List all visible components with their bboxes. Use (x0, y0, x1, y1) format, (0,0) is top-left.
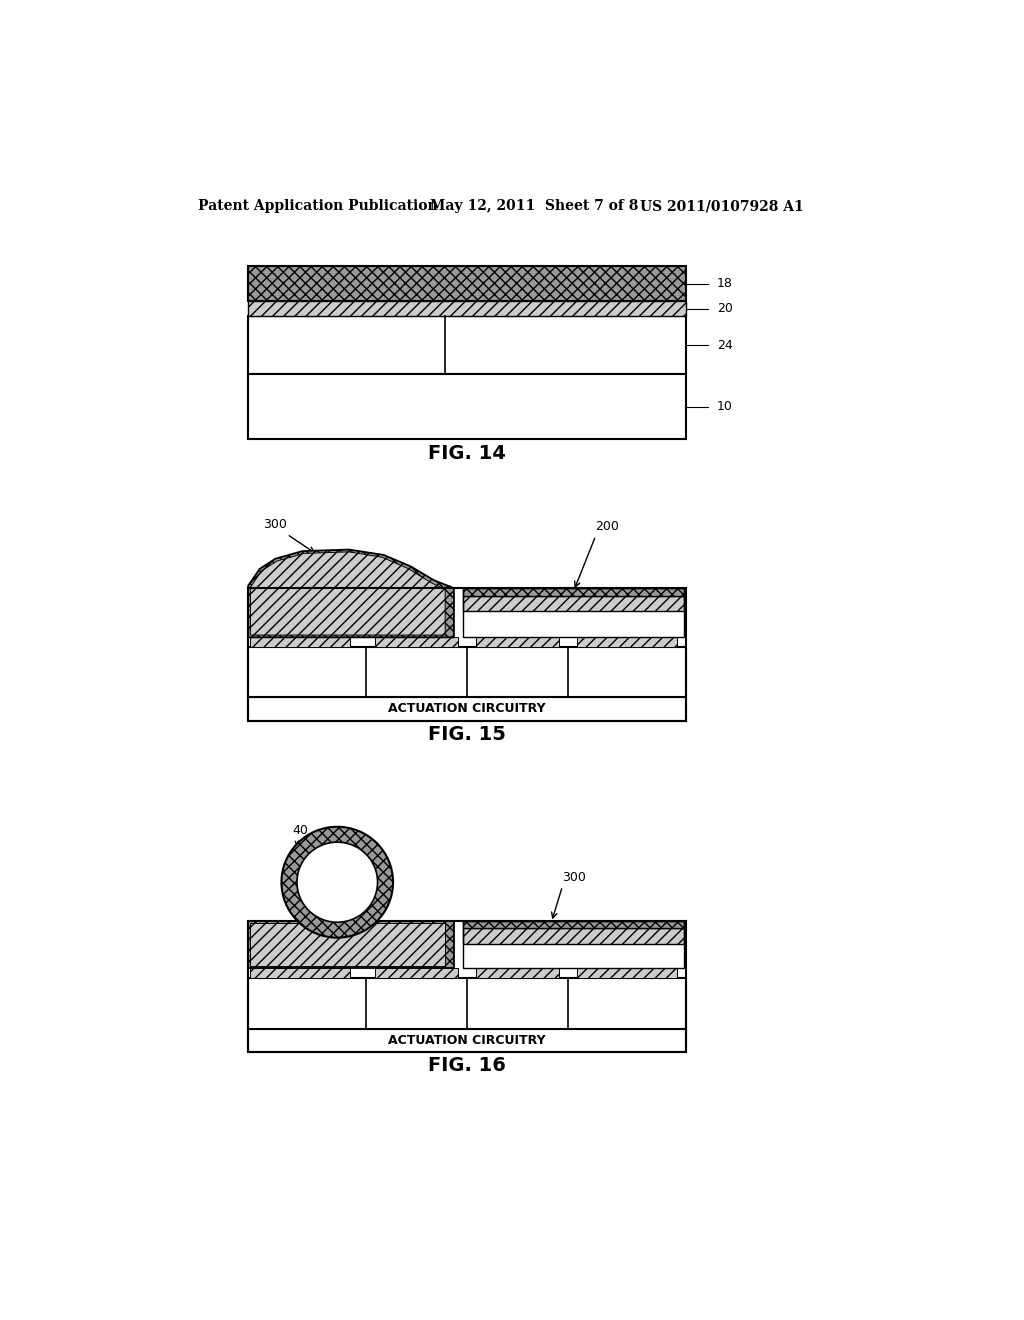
Circle shape (297, 842, 378, 923)
Bar (248, 921, 686, 1052)
Bar (250, 638, 350, 647)
Bar (463, 589, 684, 595)
Text: US 2011/0107928 A1: US 2011/0107928 A1 (640, 199, 803, 213)
Bar (463, 589, 684, 638)
Text: 10: 10 (717, 400, 733, 413)
Bar (375, 638, 459, 647)
Bar (463, 921, 684, 928)
Text: 24: 24 (717, 339, 733, 351)
Bar (463, 921, 684, 969)
Bar (248, 697, 686, 721)
Polygon shape (251, 923, 445, 966)
Bar (248, 374, 686, 440)
Text: FIG. 15: FIG. 15 (428, 725, 506, 743)
Text: 30: 30 (333, 886, 349, 899)
Bar (476, 638, 559, 647)
Polygon shape (248, 921, 454, 969)
Bar (463, 595, 684, 611)
Bar (375, 969, 459, 978)
Circle shape (282, 826, 393, 937)
Text: ACTUATION CIRCUITRY: ACTUATION CIRCUITRY (388, 1034, 546, 1047)
Text: 200: 200 (595, 520, 618, 533)
Bar (248, 589, 686, 721)
Text: 20: 20 (717, 302, 733, 315)
Polygon shape (251, 552, 445, 635)
Bar (248, 647, 686, 697)
Bar (248, 301, 686, 317)
Bar (577, 638, 677, 647)
Text: 40: 40 (292, 825, 308, 837)
Bar (250, 969, 350, 978)
Text: May 12, 2011  Sheet 7 of 8: May 12, 2011 Sheet 7 of 8 (430, 199, 639, 213)
Text: 18: 18 (717, 277, 733, 290)
Bar (463, 928, 684, 944)
Text: 300: 300 (263, 517, 287, 531)
Text: FIG. 14: FIG. 14 (428, 444, 506, 463)
Bar (476, 969, 559, 978)
Text: FIG. 16: FIG. 16 (428, 1056, 506, 1074)
Text: Patent Application Publication: Patent Application Publication (198, 199, 437, 213)
Bar (248, 267, 686, 301)
Bar (577, 969, 677, 978)
Polygon shape (248, 549, 454, 638)
Bar (248, 978, 686, 1028)
Text: 300: 300 (561, 871, 586, 883)
Text: ACTUATION CIRCUITRY: ACTUATION CIRCUITRY (388, 702, 546, 715)
Bar (248, 1028, 686, 1052)
Bar (248, 317, 686, 374)
